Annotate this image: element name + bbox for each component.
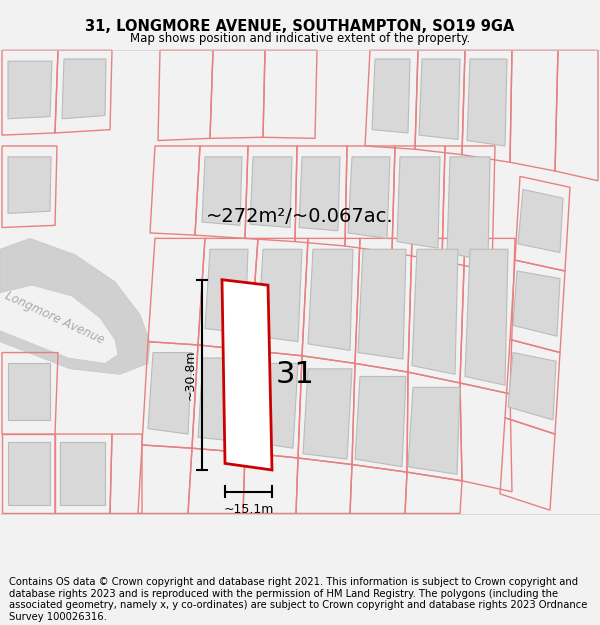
Text: 31, LONGMORE AVENUE, SOUTHAMPTON, SO19 9GA: 31, LONGMORE AVENUE, SOUTHAMPTON, SO19 9… — [85, 19, 515, 34]
Polygon shape — [358, 249, 406, 359]
Text: ~30.8m: ~30.8m — [184, 349, 197, 400]
Polygon shape — [258, 249, 302, 342]
Polygon shape — [8, 61, 52, 119]
Polygon shape — [148, 352, 192, 434]
Polygon shape — [412, 249, 458, 374]
Polygon shape — [467, 59, 507, 146]
Polygon shape — [465, 249, 508, 385]
Polygon shape — [408, 388, 460, 474]
Polygon shape — [308, 249, 353, 351]
Polygon shape — [513, 271, 560, 336]
Polygon shape — [303, 369, 352, 459]
Polygon shape — [198, 358, 244, 442]
Polygon shape — [348, 157, 390, 238]
Polygon shape — [419, 59, 460, 139]
Polygon shape — [0, 238, 150, 374]
Polygon shape — [222, 280, 272, 470]
Polygon shape — [508, 352, 556, 420]
Polygon shape — [8, 363, 50, 420]
Polygon shape — [205, 249, 248, 333]
Text: ~15.1m: ~15.1m — [223, 503, 274, 516]
Polygon shape — [250, 363, 298, 448]
Polygon shape — [60, 442, 105, 505]
Polygon shape — [372, 59, 410, 133]
Polygon shape — [8, 157, 51, 213]
Polygon shape — [299, 157, 340, 231]
Text: ~272m²/~0.067ac.: ~272m²/~0.067ac. — [206, 207, 394, 226]
Polygon shape — [250, 157, 292, 228]
Text: Contains OS data © Crown copyright and database right 2021. This information is : Contains OS data © Crown copyright and d… — [9, 577, 587, 622]
Text: Map shows position and indicative extent of the property.: Map shows position and indicative extent… — [130, 32, 470, 45]
Polygon shape — [447, 157, 490, 261]
Polygon shape — [62, 59, 106, 119]
Polygon shape — [355, 376, 406, 467]
Polygon shape — [518, 189, 563, 253]
Polygon shape — [397, 157, 440, 248]
Text: 31: 31 — [275, 360, 314, 389]
Text: Longmore Avenue: Longmore Avenue — [4, 289, 107, 346]
Polygon shape — [202, 157, 242, 226]
Polygon shape — [8, 442, 50, 505]
